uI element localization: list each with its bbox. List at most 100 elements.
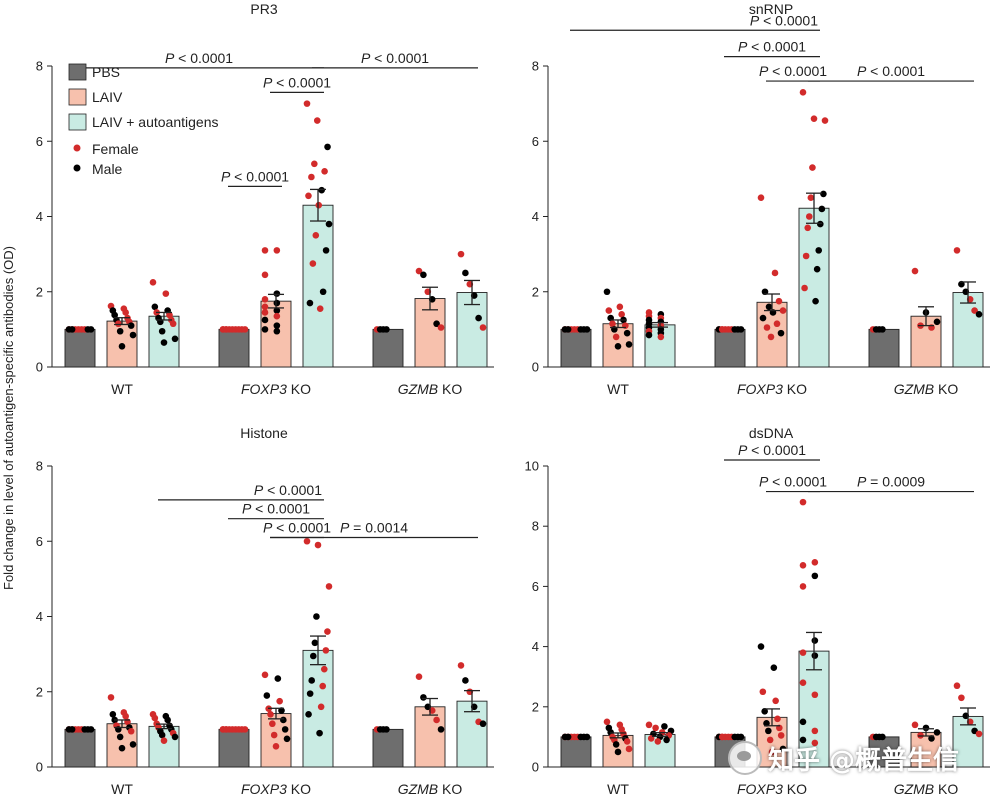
point-female — [122, 712, 129, 720]
point-female — [809, 164, 816, 171]
point-male — [311, 639, 319, 647]
point-female — [757, 194, 765, 201]
point-male — [625, 341, 633, 348]
point-female — [801, 284, 808, 292]
point-male — [761, 708, 768, 715]
p-value-label: P < 0.0001 — [263, 519, 331, 535]
bar-laiv — [414, 706, 446, 768]
point-female — [771, 269, 779, 277]
x-group-label: FOXP3 KO — [241, 781, 311, 797]
point-female — [241, 326, 249, 333]
point-female — [322, 647, 330, 654]
bar-laiv-autoantigens — [952, 292, 984, 368]
point-male — [318, 186, 325, 194]
point-female — [267, 711, 274, 718]
group-wt — [64, 279, 180, 368]
point-female — [821, 117, 829, 124]
point-female — [657, 333, 665, 341]
point-female — [975, 730, 983, 738]
panel-histone: Histone 0 2 4 6 8 WT FOXP3 KO GZMB KO P < 0.0001 P… — [36, 425, 494, 797]
x-group-label: GZMB KO — [894, 381, 959, 397]
point-female — [321, 168, 328, 175]
panel-snrnp: snRNP 0 2 4 6 8 WT FOXP3 KO GZMB KO P < 0.0001 P <… — [532, 1, 990, 397]
point-male — [273, 327, 281, 335]
point-male — [261, 326, 269, 333]
point-male — [770, 664, 778, 671]
point-female — [241, 726, 249, 733]
point-male — [813, 265, 821, 273]
point-female — [759, 688, 767, 696]
p-value-label: P < 0.0001 — [221, 168, 289, 184]
point-female — [261, 671, 269, 679]
y-tick-label: 6 — [36, 134, 43, 149]
point-male — [420, 271, 427, 279]
point-male — [68, 326, 76, 333]
y-tick-label: 8 — [36, 459, 43, 474]
legend-dot-female — [73, 144, 81, 152]
point-male — [160, 339, 168, 346]
bar-laiv — [910, 731, 942, 768]
point-male — [759, 314, 767, 322]
point-female — [804, 224, 812, 232]
point-female — [612, 333, 620, 341]
point-female — [609, 320, 616, 328]
point-male — [779, 745, 787, 753]
bar-pbs — [560, 328, 592, 368]
group-foxp3-ko — [714, 498, 830, 768]
point-male — [383, 726, 390, 733]
point-male — [663, 736, 670, 744]
point-male — [765, 303, 773, 311]
point-female — [162, 290, 170, 297]
y-tick-label: 2 — [532, 284, 539, 299]
point-female — [618, 311, 625, 318]
point-male — [812, 297, 819, 305]
point-male — [479, 720, 487, 728]
point-female — [799, 562, 807, 569]
point-male — [420, 694, 427, 701]
legend-swatch-laiv-autoantigens — [68, 113, 87, 131]
point-female — [777, 732, 785, 739]
point-female — [272, 743, 280, 750]
point-male — [129, 331, 137, 339]
point-female — [779, 307, 787, 314]
x-group-label: WT — [607, 381, 629, 397]
x-group-label: WT — [111, 781, 133, 797]
legend-label-laiv: LAIV — [92, 89, 123, 105]
point-female — [313, 117, 321, 124]
point-female — [261, 271, 269, 279]
point-male — [129, 741, 137, 748]
point-male — [313, 613, 320, 620]
bar-laiv-autoantigens — [302, 204, 334, 368]
legend-label-female: Female — [92, 141, 139, 157]
point-female — [316, 305, 324, 312]
point-male — [614, 748, 622, 756]
point-male — [922, 724, 930, 732]
point-female — [122, 309, 129, 316]
point-female — [303, 537, 311, 545]
point-male — [462, 269, 469, 277]
point-male — [164, 716, 171, 724]
point-female — [433, 716, 440, 724]
point-male — [811, 637, 819, 644]
point-female — [799, 498, 807, 506]
point-female — [773, 320, 781, 328]
point-male — [737, 326, 745, 333]
point-female — [325, 583, 333, 590]
point-female — [273, 247, 281, 254]
p-value-label: P < 0.0001 — [165, 50, 233, 66]
point-male — [811, 572, 819, 580]
x-group-label: FOXP3 KO — [737, 781, 807, 797]
point-female — [811, 559, 819, 566]
point-male — [799, 718, 807, 726]
point-male — [273, 290, 281, 297]
y-tick-label: 4 — [532, 209, 539, 224]
point-female — [269, 720, 276, 728]
bar-pbs — [714, 328, 746, 368]
point-male — [280, 716, 287, 724]
x-group-label: GZMB KO — [894, 781, 959, 797]
group-wt — [560, 718, 676, 768]
point-female — [652, 724, 659, 732]
point-male — [437, 726, 445, 733]
point-female — [457, 250, 465, 258]
point-female — [799, 89, 807, 96]
